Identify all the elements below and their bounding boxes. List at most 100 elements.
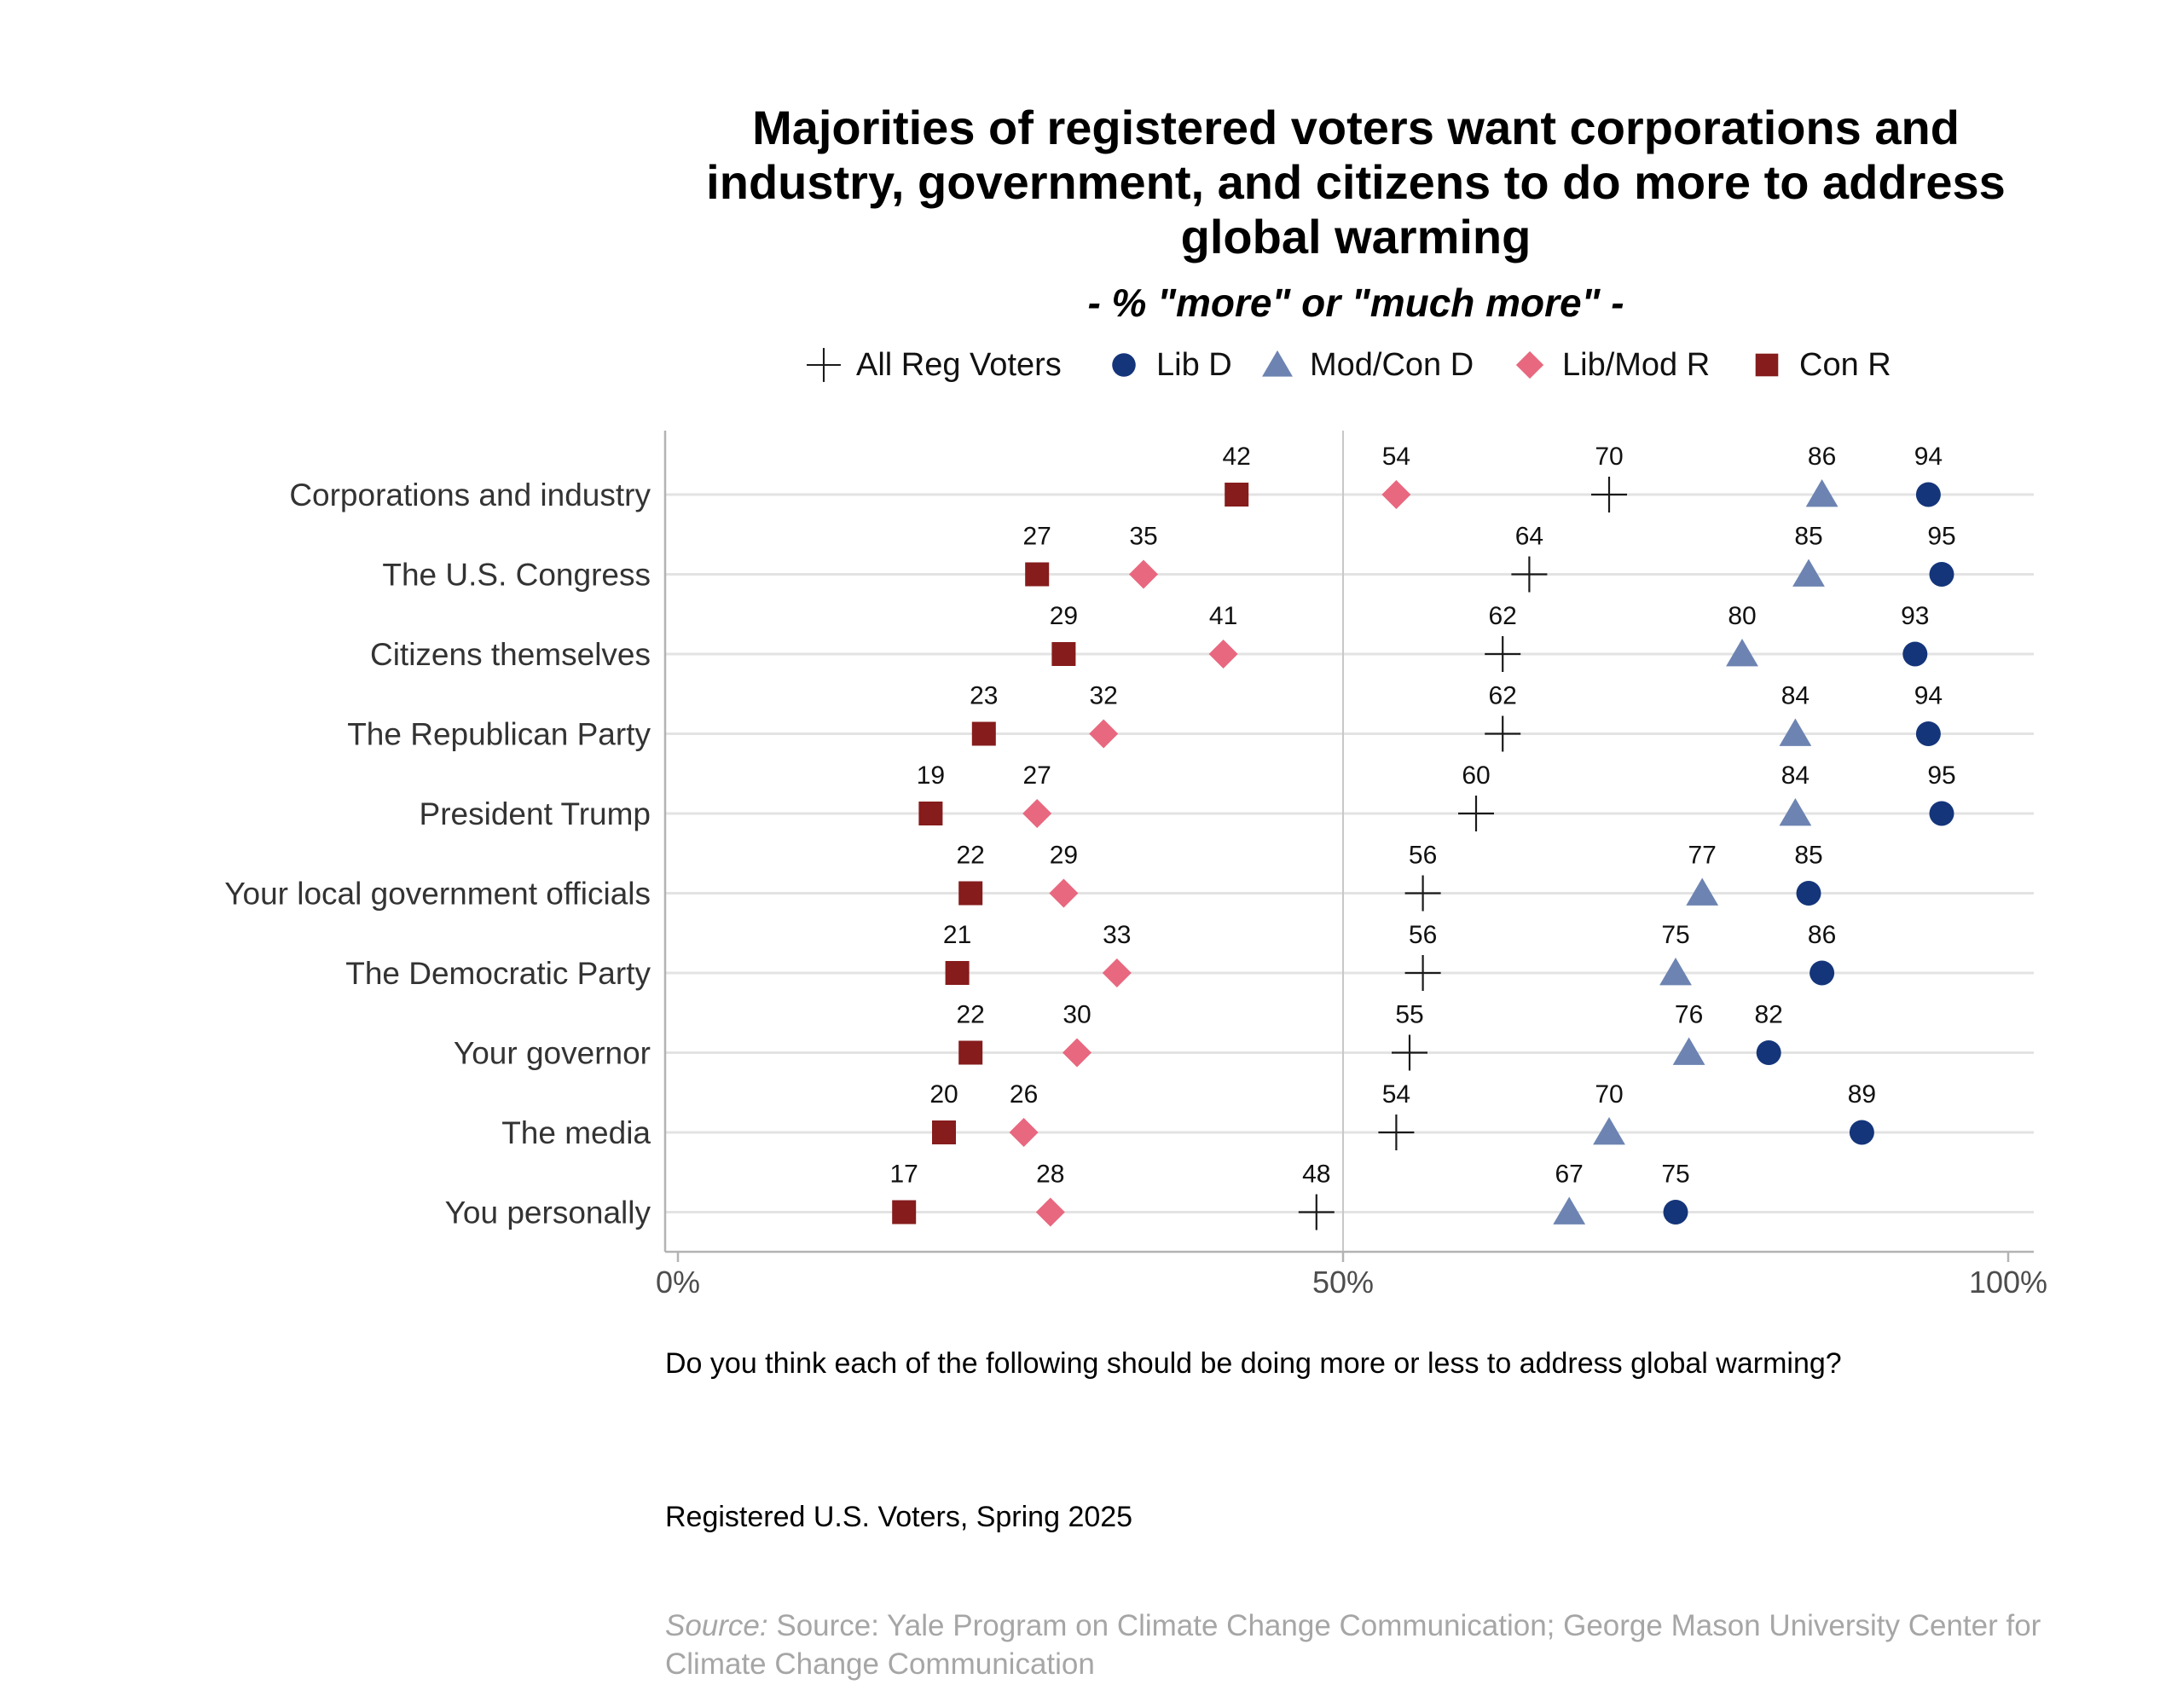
point-lib-d <box>1810 960 1835 986</box>
legend-label: Lib/Mod R <box>1562 346 1711 383</box>
point-lib-d <box>1915 721 1941 746</box>
data-label-lib-d: 94 <box>1914 443 1943 471</box>
category-label: You personally <box>445 1196 651 1230</box>
data-label-lib-mod-r: 54 <box>1382 443 1410 471</box>
point-mod-con-d <box>1553 1196 1586 1225</box>
data-label-all-reg-voters: 60 <box>1462 761 1490 790</box>
data-label-lib-mod-r: 27 <box>1023 761 1051 790</box>
data-label-lib-mod-r: 41 <box>1209 602 1237 630</box>
legend-item-lib-d: Lib D <box>1105 339 1232 391</box>
point-all-reg-voters <box>1485 715 1521 752</box>
chart-title-line: global warming <box>1180 210 1532 263</box>
data-label-all-reg-voters: 70 <box>1595 443 1623 471</box>
legend-item-all-reg-voters: All Reg Voters <box>805 339 1062 391</box>
source-note: Source: Source: Yale Program on Climate … <box>665 1607 2132 1683</box>
data-label-con-r: 27 <box>1023 523 1051 551</box>
point-lib-d <box>1796 881 1821 906</box>
x-tick-label: 100% <box>1969 1265 2047 1300</box>
data-label-mod-con-d: 75 <box>1661 921 1689 949</box>
point-mod-con-d <box>1659 958 1692 986</box>
data-label-lib-d: 94 <box>1914 682 1943 710</box>
data-label-lib-mod-r: 28 <box>1036 1161 1064 1189</box>
data-label-mod-con-d: 70 <box>1595 1080 1623 1109</box>
data-label-con-r: 42 <box>1223 443 1251 471</box>
category-label: The Democratic Party <box>345 956 651 991</box>
point-lib-d <box>1663 1200 1688 1225</box>
legend-label: Mod/Con D <box>1310 346 1474 383</box>
legend-item-con-r: Con R <box>1748 339 1891 391</box>
point-mod-con-d <box>1805 479 1838 507</box>
category-label: President Trump <box>420 796 651 831</box>
data-label-lib-mod-r: 33 <box>1103 921 1131 949</box>
point-all-reg-voters <box>1392 1034 1427 1071</box>
data-label-mod-con-d: 85 <box>1794 523 1822 551</box>
point-lib-mod-r <box>1022 799 1052 828</box>
data-label-mod-con-d: 84 <box>1781 682 1810 710</box>
point-lib-mod-r <box>1089 719 1119 749</box>
legend-marker-lib-mod-r <box>1515 350 1544 379</box>
chart-title: Majorities of registered voters want cor… <box>631 101 2081 264</box>
data-label-lib-d: 82 <box>1755 1001 1783 1029</box>
point-mod-con-d <box>1779 718 1812 746</box>
x-tick-label: 0% <box>656 1265 700 1300</box>
source-label: Source: <box>665 1609 768 1642</box>
data-label-lib-mod-r: 35 <box>1129 523 1157 551</box>
point-lib-d <box>1756 1040 1781 1065</box>
data-label-all-reg-voters: 62 <box>1489 602 1517 630</box>
data-label-all-reg-voters: 56 <box>1409 842 1437 870</box>
point-mod-con-d <box>1672 1037 1705 1065</box>
point-lib-d <box>1849 1120 1874 1145</box>
legend-label: Lib D <box>1156 346 1232 383</box>
category-label: Your governor <box>454 1036 651 1071</box>
x-tick-label: 50% <box>1312 1265 1374 1300</box>
legend-item-mod-con-d: Mod/Con D <box>1259 339 1474 391</box>
data-label-all-reg-voters: 64 <box>1515 523 1543 551</box>
point-con-r <box>971 721 996 746</box>
data-label-lib-d: 95 <box>1927 523 1955 551</box>
legend-marker-shape <box>1262 350 1293 377</box>
point-con-r <box>958 1040 983 1065</box>
category-label: The Republican Party <box>347 717 651 752</box>
point-mod-con-d <box>1686 877 1719 906</box>
point-lib-d <box>1915 482 1941 507</box>
source-text: Source: Yale Program on Climate Change C… <box>665 1609 2041 1681</box>
point-lib-mod-r <box>1381 480 1411 509</box>
data-label-mod-con-d: 67 <box>1555 1161 1584 1189</box>
category-label: The media <box>501 1115 651 1150</box>
legend-marker-lib-d <box>1112 353 1136 377</box>
data-label-mod-con-d: 76 <box>1675 1001 1703 1029</box>
point-con-r <box>892 1200 917 1225</box>
point-con-r <box>945 961 970 985</box>
data-label-all-reg-voters: 48 <box>1302 1161 1330 1189</box>
legend-marker-con-r <box>1755 353 1779 377</box>
point-all-reg-voters <box>1511 556 1548 593</box>
data-label-con-r: 29 <box>1050 602 1078 630</box>
data-label-mod-con-d: 80 <box>1728 602 1756 630</box>
point-lib-mod-r <box>1208 640 1238 669</box>
point-lib-mod-r <box>1129 559 1158 589</box>
data-label-all-reg-voters: 56 <box>1409 921 1437 949</box>
point-lib-mod-r <box>1102 958 1132 987</box>
data-label-lib-d: 75 <box>1661 1161 1689 1189</box>
data-label-con-r: 20 <box>929 1080 958 1109</box>
category-label: Corporations and industry <box>289 478 651 512</box>
point-all-reg-voters <box>1404 875 1441 912</box>
data-label-all-reg-voters: 54 <box>1382 1080 1410 1109</box>
data-label-lib-d: 93 <box>1901 602 1929 630</box>
point-lib-d <box>1929 562 1954 587</box>
point-lib-d <box>1929 801 1954 826</box>
survey-question: Do you think each of the following shoul… <box>665 1347 1842 1380</box>
legend-marker-all-reg-voters <box>807 348 841 382</box>
chart-title-line: Majorities of registered voters want cor… <box>752 101 1960 154</box>
legend-item-lib-mod-r: Lib/Mod R <box>1511 339 1710 391</box>
data-label-all-reg-voters: 62 <box>1489 682 1517 710</box>
data-label-lib-d: 89 <box>1848 1080 1876 1109</box>
point-all-reg-voters <box>1378 1115 1415 1150</box>
data-label-mod-con-d: 84 <box>1781 761 1810 790</box>
legend-marker-mod-con-d <box>1262 350 1293 377</box>
data-label-lib-d: 85 <box>1794 842 1822 870</box>
data-label-con-r: 23 <box>970 682 998 710</box>
legend-marker-shape <box>1515 350 1544 379</box>
point-all-reg-voters <box>1485 636 1521 672</box>
data-label-con-r: 22 <box>957 842 985 870</box>
